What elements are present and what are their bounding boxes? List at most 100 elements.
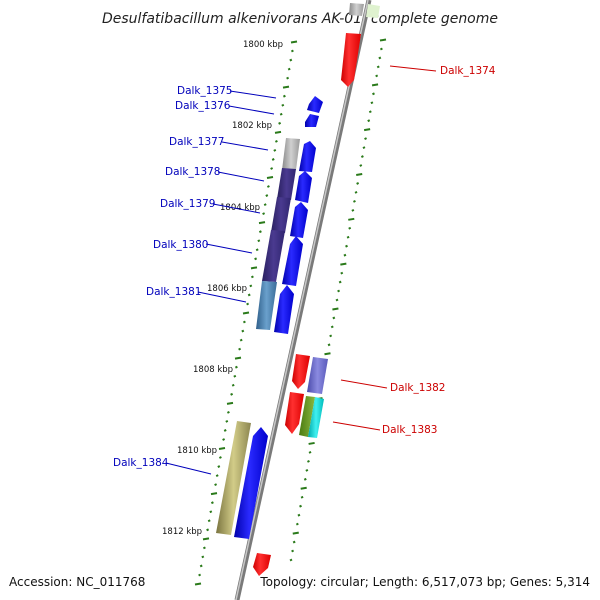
tick-mark: [210, 501, 214, 505]
tick-mark: [214, 483, 218, 487]
tick-mark: [274, 139, 278, 143]
tick-mark: [291, 549, 295, 553]
gene-dalk-1382[interactable]: [307, 357, 328, 394]
reverse-strand-genes: [253, 3, 380, 576]
tick-mark: [378, 56, 382, 60]
gene-dalk-1377[interactable]: [299, 141, 316, 172]
kbp-label-1810: 1810 kbp: [177, 446, 217, 456]
tick-mark: [226, 401, 234, 405]
gene-dalk-1384[interactable]: [234, 427, 268, 539]
tick-mark: [255, 248, 259, 252]
genome-backbone: [234, 0, 372, 600]
gene-label-dalk-1380[interactable]: Dalk_1380: [153, 239, 209, 251]
tick-mark: [292, 540, 296, 544]
gene-label-dalk-1374[interactable]: Dalk_1374: [440, 65, 496, 77]
tick-mark: [234, 356, 242, 360]
gene-labels: Dalk_1375 Dalk_1376 Dalk_1377 Dalk_1378 …: [113, 65, 496, 469]
tick-mark: [258, 230, 262, 234]
kbp-label-1802: 1802 kbp: [232, 121, 272, 131]
gene-label-dalk-1384[interactable]: Dalk_1384: [113, 457, 169, 469]
tick-mark: [199, 564, 203, 568]
kbp-label-1800: 1800 kbp: [243, 40, 283, 50]
tick-mark: [242, 311, 250, 315]
gene-dalk-1379[interactable]: [290, 202, 308, 238]
tick-mark: [372, 92, 375, 96]
tick-mark: [299, 504, 302, 508]
tick-mark: [286, 76, 290, 80]
tick-mark: [290, 49, 294, 53]
gene-dalk-1383-green: [299, 396, 315, 437]
kbp-label-1808: 1808 kbp: [193, 365, 233, 375]
tick-mark: [194, 582, 202, 586]
tick-mark: [368, 110, 372, 114]
kbp-label-1806: 1806 kbp: [207, 284, 247, 294]
gene-label-dalk-1377[interactable]: Dalk_1377: [169, 136, 225, 148]
tick-mark: [239, 338, 243, 342]
gene-dalk-1383[interactable]: [308, 397, 324, 438]
gene-label-dalk-1382[interactable]: Dalk_1382: [390, 382, 446, 394]
tick-mark: [329, 334, 333, 338]
genome-backbone-highlight: [235, 0, 369, 600]
tick-mark: [292, 531, 299, 535]
tick-mark: [201, 555, 205, 559]
tick-mark: [231, 383, 235, 387]
tick-mark: [247, 293, 251, 297]
tick-mark: [337, 289, 341, 293]
topology-label: Topology: circular; Length: 6,517,073 bp…: [259, 575, 590, 589]
gene-dalk-1382-partner[interactable]: [292, 354, 310, 389]
tick-mark: [295, 522, 299, 526]
tick-mark: [346, 235, 350, 239]
gene-dalk-1376[interactable]: [305, 114, 319, 127]
tick-mark: [289, 58, 293, 62]
gene-dalk-1374[interactable]: [341, 33, 361, 87]
tick-mark: [287, 67, 291, 71]
tick-mark: [379, 38, 387, 42]
gene-label-dalk-1375[interactable]: Dalk_1375: [177, 85, 233, 97]
tick-mark: [330, 325, 334, 329]
tick-mark: [217, 465, 221, 468]
tick-mark: [274, 130, 282, 134]
tick-mark: [250, 275, 254, 279]
tick-mark: [282, 94, 286, 98]
gene-dalk-1375[interactable]: [307, 96, 323, 113]
tick-mark: [376, 65, 380, 69]
tick-mark: [238, 347, 242, 351]
gene-dalk-1378[interactable]: [295, 171, 312, 203]
label-leaders: [165, 65, 437, 475]
tick-mark: [262, 212, 266, 216]
tick-mark: [206, 528, 210, 532]
tick-mark: [348, 217, 355, 221]
tick-mark: [363, 128, 371, 132]
gene-bottom-red[interactable]: [253, 553, 271, 576]
gene-label-dalk-1378[interactable]: Dalk_1378: [165, 166, 221, 178]
gene-dalk-1380[interactable]: [282, 236, 303, 286]
tick-mark: [370, 101, 374, 105]
gene-dalk-1377-outline: [282, 138, 300, 170]
tick-mark: [218, 456, 222, 459]
tick-mark: [356, 172, 363, 176]
gene-dalk-1381-outline: [256, 281, 277, 330]
gene-dalk-1378-outline: [277, 168, 296, 200]
gene-label-dalk-1383[interactable]: Dalk_1383: [382, 424, 438, 436]
tick-mark: [281, 103, 285, 107]
gene-label-dalk-1379[interactable]: Dalk_1379: [160, 198, 216, 210]
gene-label-dalk-1376[interactable]: Dalk_1376: [175, 100, 231, 112]
tick-mark: [242, 320, 246, 324]
tick-mark: [202, 546, 206, 550]
tick-mark: [266, 185, 270, 188]
tick-mark: [351, 208, 355, 212]
tick-mark: [230, 392, 234, 396]
tick-mark: [202, 537, 210, 541]
tick-mark: [233, 374, 237, 378]
tick-mark: [359, 164, 363, 167]
genome-title: Desulfatibacillum alkenivorans AK-01, co…: [102, 11, 498, 27]
tick-mark: [210, 492, 218, 496]
tick-mark: [282, 85, 290, 89]
tick-mark: [241, 329, 245, 333]
gene-dalk-1383-partner[interactable]: [285, 392, 304, 434]
gene-label-dalk-1381[interactable]: Dalk_1381: [146, 286, 202, 298]
tick-mark: [226, 410, 230, 414]
gene-dalk-1381[interactable]: [274, 285, 294, 334]
